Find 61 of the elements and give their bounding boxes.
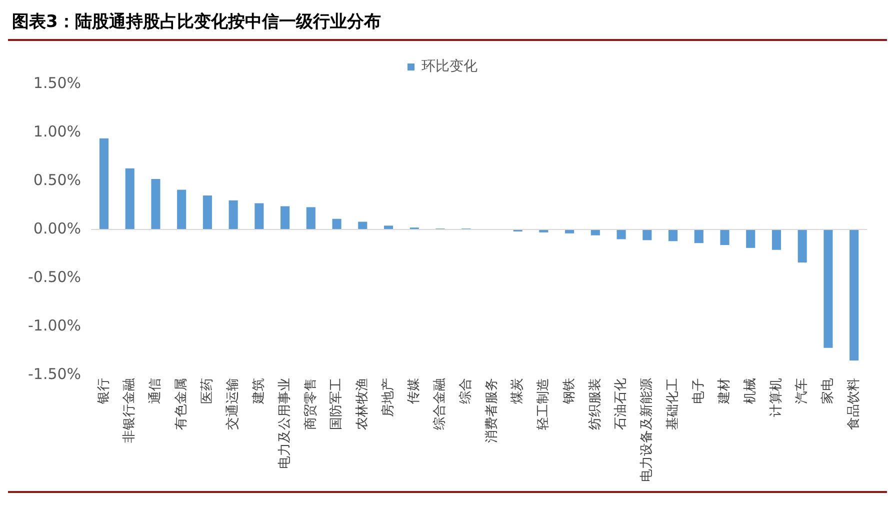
y-tick-label: 1.50% — [33, 74, 82, 92]
bar — [202, 196, 212, 230]
x-tick-label: 建筑 — [252, 378, 267, 405]
x-tick-label: 电力设备及新能源 — [640, 378, 655, 482]
x-tick-label: 有色金属 — [174, 378, 189, 430]
bar — [694, 230, 704, 244]
x-tick-label: 消费者服务 — [484, 378, 500, 443]
x-tick-label: 医药 — [200, 378, 215, 404]
bar — [99, 138, 109, 230]
x-tick-label: 计算机 — [768, 378, 784, 417]
x-tick-label: 房地产 — [380, 378, 396, 417]
y-tick-label: -1.00% — [28, 316, 82, 334]
y-tick-label: -1.50% — [28, 364, 82, 383]
bar — [824, 230, 833, 348]
x-tick-label: 煤炭 — [510, 378, 526, 404]
x-tick-label: 建材 — [717, 378, 732, 405]
bar — [746, 230, 756, 248]
bar — [125, 168, 134, 230]
x-tick-label: 综合金融 — [432, 378, 448, 430]
bar — [668, 230, 678, 242]
bar — [772, 230, 781, 250]
bar — [228, 200, 238, 230]
x-tick-label: 家电 — [820, 378, 836, 404]
x-tick-label: 通信 — [148, 378, 164, 404]
y-tick-label: 1.00% — [33, 122, 82, 140]
x-tick-label: 食品饮料 — [846, 378, 862, 430]
bar — [306, 207, 316, 230]
bar — [254, 203, 264, 230]
x-tick-label: 非银行金融 — [122, 378, 138, 443]
bar — [616, 230, 626, 240]
x-tick-label: 基础化工 — [665, 378, 680, 430]
bar — [358, 222, 368, 230]
bar — [280, 206, 290, 230]
y-tick-label: 0.50% — [33, 170, 82, 189]
x-tick-label: 纺织服装 — [588, 378, 603, 430]
bar — [642, 230, 652, 240]
bar — [151, 179, 160, 230]
x-tick-label: 电力及公用事业 — [277, 378, 292, 469]
x-tick-label: 银行 — [96, 378, 112, 405]
x-tick-label: 商贸零售 — [303, 378, 318, 430]
bar — [720, 230, 730, 246]
legend-label: 环比变化 — [422, 58, 478, 75]
x-tick-label: 综合 — [458, 378, 474, 404]
bar — [850, 230, 859, 360]
x-tick-label: 国防军工 — [329, 378, 344, 430]
x-tick-label: 电子 — [691, 378, 706, 404]
y-tick-label: 0.00% — [33, 219, 82, 238]
bar — [332, 218, 342, 230]
x-tick-label: 钢铁 — [562, 378, 577, 405]
x-tick-label: 轻工制造 — [536, 378, 552, 430]
x-tick-label: 交通运输 — [224, 378, 241, 430]
x-tick-label: 石油石化 — [614, 378, 629, 430]
x-tick-label: 机械 — [742, 378, 758, 404]
bar — [177, 190, 186, 230]
x-tick-label: 传媒 — [406, 378, 422, 404]
bar — [590, 230, 600, 236]
x-tick-label: 农林牧渔 — [355, 378, 370, 430]
x-tick-label: 汽车 — [794, 378, 810, 404]
y-tick-label: -0.50% — [28, 268, 82, 286]
chart-title: 图表3：陆股通持股占比变化按中信一级行业分布 — [8, 8, 887, 41]
bar — [798, 230, 807, 262]
